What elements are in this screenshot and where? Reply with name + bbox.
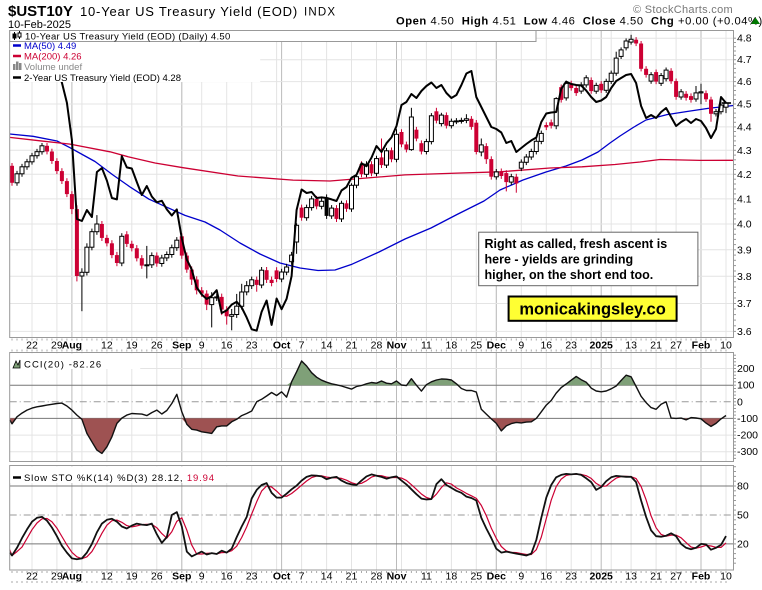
svg-text:MA(50) 4.49: MA(50) 4.49 bbox=[24, 41, 76, 52]
svg-text:CCI(20) -82.26: CCI(20) -82.26 bbox=[24, 360, 102, 371]
svg-text:Open 4.50 High 4.51 Low 4.46: Open 4.50 High 4.51 Low 4.46 Close 4.50 … bbox=[396, 16, 762, 28]
svg-text:Aug: Aug bbox=[62, 340, 82, 352]
svg-text:12: 12 bbox=[101, 340, 113, 352]
svg-text:2025: 2025 bbox=[590, 571, 614, 583]
svg-text:Oct: Oct bbox=[273, 340, 291, 352]
svg-text:10: 10 bbox=[720, 571, 732, 583]
svg-text:Feb: Feb bbox=[692, 340, 711, 352]
svg-text:Sep: Sep bbox=[172, 340, 191, 352]
svg-text:Volume undef: Volume undef bbox=[24, 62, 82, 73]
svg-text:$UST10Y: $UST10Y bbox=[8, 3, 73, 20]
svg-text:16: 16 bbox=[540, 571, 552, 583]
svg-text:19: 19 bbox=[126, 340, 138, 352]
svg-text:16: 16 bbox=[540, 340, 552, 352]
svg-text:19: 19 bbox=[126, 571, 138, 583]
svg-text:Right as called, fresh ascent: Right as called, fresh ascent is bbox=[485, 237, 668, 251]
svg-text:4.7: 4.7 bbox=[737, 54, 752, 66]
svg-text:18: 18 bbox=[446, 340, 458, 352]
svg-text:21: 21 bbox=[346, 571, 358, 583]
svg-text:© StockCharts.com: © StockCharts.com bbox=[633, 4, 733, 16]
svg-text:10-Feb-2025: 10-Feb-2025 bbox=[8, 19, 71, 31]
svg-text:9: 9 bbox=[199, 340, 205, 352]
svg-text:28: 28 bbox=[371, 340, 383, 352]
svg-text:10-Year US Treasury Yield (EOD: 10-Year US Treasury Yield (EOD) bbox=[80, 4, 298, 19]
svg-text:28: 28 bbox=[371, 571, 383, 583]
svg-text:Nov: Nov bbox=[387, 340, 407, 352]
svg-text:-300: -300 bbox=[737, 446, 758, 458]
svg-text:25: 25 bbox=[470, 571, 482, 583]
svg-text:26: 26 bbox=[151, 340, 163, 352]
svg-text:Slow STO %K(14) %D(3) 28.12, 1: Slow STO %K(14) %D(3) 28.12, 19.94 bbox=[24, 473, 215, 484]
svg-text:4.2: 4.2 bbox=[737, 169, 752, 181]
svg-text:23: 23 bbox=[246, 571, 258, 583]
svg-text:20: 20 bbox=[737, 538, 749, 550]
svg-text:4.4: 4.4 bbox=[737, 121, 752, 133]
svg-text:Aug: Aug bbox=[62, 571, 82, 583]
svg-text:higher, on the short end too.: higher, on the short end too. bbox=[485, 268, 654, 282]
svg-text:Sep: Sep bbox=[172, 571, 191, 583]
svg-text:50: 50 bbox=[737, 510, 749, 522]
svg-text:0: 0 bbox=[737, 396, 743, 408]
svg-text:9: 9 bbox=[518, 571, 524, 583]
svg-text:2025: 2025 bbox=[590, 340, 614, 352]
svg-text:100: 100 bbox=[737, 380, 755, 392]
svg-text:10-Year US Treasury Yield (EOD: 10-Year US Treasury Yield (EOD) (Daily) … bbox=[25, 32, 231, 43]
svg-text:4.3: 4.3 bbox=[737, 145, 752, 157]
svg-text:4.6: 4.6 bbox=[737, 76, 752, 88]
svg-text:11: 11 bbox=[421, 571, 432, 583]
svg-text:12: 12 bbox=[101, 571, 113, 583]
svg-text:16: 16 bbox=[221, 571, 233, 583]
svg-text:Dec: Dec bbox=[487, 340, 506, 352]
svg-text:7: 7 bbox=[299, 340, 305, 352]
svg-text:MA(200) 4.26: MA(200) 4.26 bbox=[24, 52, 82, 63]
svg-text:Dec: Dec bbox=[487, 571, 506, 583]
svg-text:18: 18 bbox=[446, 571, 458, 583]
svg-text:3.7: 3.7 bbox=[737, 298, 752, 310]
svg-text:4.1: 4.1 bbox=[737, 193, 752, 205]
svg-text:11: 11 bbox=[421, 340, 432, 352]
svg-text:27: 27 bbox=[670, 571, 682, 583]
svg-text:22: 22 bbox=[26, 571, 38, 583]
svg-text:80: 80 bbox=[737, 481, 749, 493]
svg-text:14: 14 bbox=[321, 571, 333, 583]
svg-text:7: 7 bbox=[299, 571, 305, 583]
svg-text:3.6: 3.6 bbox=[737, 326, 752, 338]
svg-text:3.9: 3.9 bbox=[737, 244, 752, 256]
svg-text:-200: -200 bbox=[737, 430, 758, 442]
svg-text:21: 21 bbox=[650, 340, 662, 352]
svg-text:23: 23 bbox=[246, 340, 258, 352]
svg-text:INDX: INDX bbox=[304, 7, 336, 19]
svg-text:200: 200 bbox=[737, 363, 755, 375]
svg-text:Feb: Feb bbox=[692, 571, 711, 583]
svg-text:10: 10 bbox=[720, 340, 732, 352]
svg-text:26: 26 bbox=[151, 571, 163, 583]
svg-text:-100: -100 bbox=[737, 413, 758, 425]
svg-text:27: 27 bbox=[670, 340, 682, 352]
svg-text:16: 16 bbox=[221, 340, 233, 352]
svg-text:23: 23 bbox=[565, 571, 577, 583]
svg-text:14: 14 bbox=[321, 340, 333, 352]
svg-text:monicakingsley.co: monicakingsley.co bbox=[519, 301, 665, 319]
svg-text:here - yields are grinding: here - yields are grinding bbox=[485, 253, 634, 267]
svg-text:Nov: Nov bbox=[387, 571, 407, 583]
svg-text:21: 21 bbox=[346, 340, 358, 352]
svg-text:9: 9 bbox=[518, 340, 524, 352]
svg-text:3.8: 3.8 bbox=[737, 271, 752, 283]
svg-text:4.5: 4.5 bbox=[737, 99, 752, 111]
svg-text:25: 25 bbox=[470, 340, 482, 352]
svg-text:2-Year US Treasury Yield (EOD): 2-Year US Treasury Yield (EOD) 4.28 bbox=[24, 73, 181, 84]
svg-text:9: 9 bbox=[199, 571, 205, 583]
svg-text:13: 13 bbox=[625, 340, 637, 352]
svg-text:29: 29 bbox=[51, 340, 63, 352]
svg-text:4.0: 4.0 bbox=[737, 219, 752, 231]
svg-text:21: 21 bbox=[650, 571, 662, 583]
svg-text:22: 22 bbox=[26, 340, 38, 352]
svg-text:23: 23 bbox=[565, 340, 577, 352]
svg-text:29: 29 bbox=[51, 571, 63, 583]
svg-text:13: 13 bbox=[625, 571, 637, 583]
svg-text:4.8: 4.8 bbox=[737, 33, 752, 45]
svg-text:Oct: Oct bbox=[273, 571, 291, 583]
